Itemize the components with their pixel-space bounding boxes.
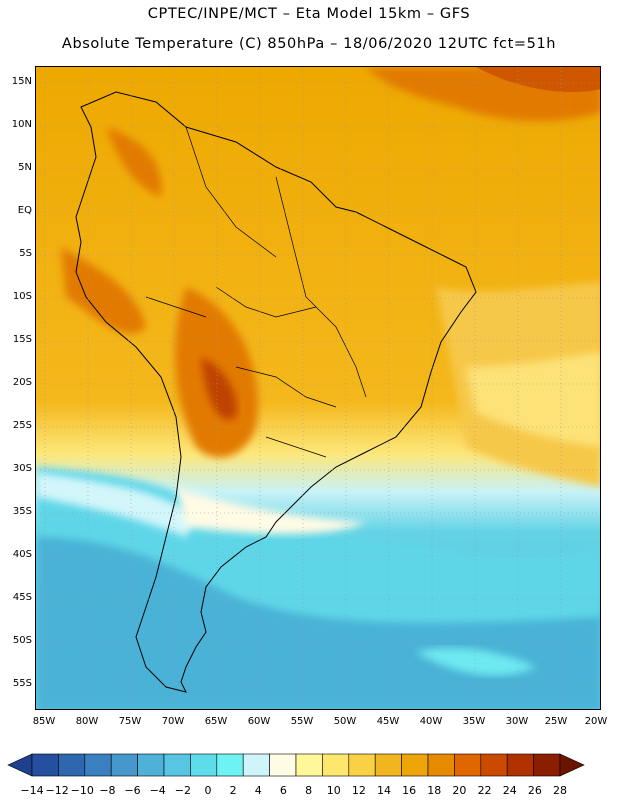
lon-label-35w: 35W bbox=[462, 716, 486, 727]
colorbar-arrow-low bbox=[7, 753, 33, 777]
lat-label-10s: 10S bbox=[12, 291, 32, 302]
colorbar-swatch bbox=[216, 753, 244, 777]
lon-label-85w: 85W bbox=[32, 716, 56, 727]
atlantic-yellow-band bbox=[466, 352, 600, 447]
colorbar-label: 18 bbox=[427, 784, 442, 797]
lat-label-55s: 55S bbox=[12, 678, 32, 689]
lat-label-30s: 30S bbox=[12, 463, 32, 474]
lat-label-5s: 5S bbox=[19, 248, 32, 259]
colorbar-label: 16 bbox=[402, 784, 417, 797]
lat-label-50s: 50S bbox=[12, 635, 32, 646]
lon-label-70w: 70W bbox=[161, 716, 185, 727]
title-line-2: Absolute Temperature (C) 850hPa – 18/06/… bbox=[61, 36, 557, 52]
colorbar-swatch bbox=[427, 753, 455, 777]
transition-band-pacific bbox=[36, 472, 196, 537]
lon-label-50w: 50W bbox=[333, 716, 357, 727]
colorbar-label: 10 bbox=[326, 784, 341, 797]
lat-label-15s: 15S bbox=[12, 334, 32, 345]
colorbar-swatch bbox=[480, 753, 508, 777]
colorbar-label: 4 bbox=[254, 784, 262, 797]
colorbar-label: 12 bbox=[351, 784, 366, 797]
colorbar-swatch bbox=[242, 753, 270, 777]
colorbar-swatch bbox=[506, 753, 534, 777]
lon-label-25w: 25W bbox=[544, 716, 568, 727]
warm-region-colombia bbox=[106, 127, 162, 197]
lon-label-75w: 75W bbox=[118, 716, 142, 727]
colorbar-swatch bbox=[295, 753, 323, 777]
colorbar-label: 6 bbox=[279, 784, 287, 797]
temperature-map bbox=[35, 66, 601, 710]
colorbar-swatch bbox=[348, 753, 376, 777]
lat-label-40s: 40S bbox=[12, 549, 32, 560]
lon-label-40w: 40W bbox=[419, 716, 443, 727]
colorbar-swatch bbox=[84, 753, 112, 777]
lat-label-25s: 25S bbox=[12, 420, 32, 431]
graticule bbox=[36, 67, 600, 709]
title-line-1: CPTEC/INPE/MCT – Eta Model 15km – GFS bbox=[147, 6, 471, 22]
colorbar-label: 14 bbox=[377, 784, 391, 797]
lat-label-10n: 10N bbox=[11, 119, 32, 130]
cold-eddy bbox=[416, 647, 536, 676]
colorbar bbox=[7, 753, 585, 777]
colorbar-swatch bbox=[58, 753, 86, 777]
colorbar-swatch bbox=[190, 753, 218, 777]
colorbar-label: 8 bbox=[305, 784, 313, 797]
lon-label-65w: 65W bbox=[204, 716, 228, 727]
colorbar-label: 0 bbox=[204, 784, 212, 797]
colorbar-swatch bbox=[454, 753, 482, 777]
colorbar-label: 2 bbox=[229, 784, 237, 797]
colorbar-label: −4 bbox=[149, 784, 166, 797]
colorbar-swatch bbox=[137, 753, 165, 777]
warm-region-peru bbox=[61, 247, 146, 334]
lat-label-eq: EQ bbox=[17, 205, 32, 216]
lat-label-45s: 45S bbox=[12, 592, 32, 603]
colorbar-swatch bbox=[110, 753, 138, 777]
lon-label-80w: 80W bbox=[75, 716, 99, 727]
lat-label-15n: 15N bbox=[11, 76, 32, 87]
lat-label-35s: 35S bbox=[12, 506, 32, 517]
colorbar-swatch bbox=[374, 753, 402, 777]
lon-label-55w: 55W bbox=[290, 716, 314, 727]
colorbar-swatch bbox=[269, 753, 297, 777]
colorbar-label: −10 bbox=[70, 784, 94, 797]
colorbar-arrow-high bbox=[559, 753, 585, 777]
colorbar-label: −6 bbox=[124, 784, 141, 797]
hot-core-chaco bbox=[201, 357, 237, 420]
transition-band-argentina bbox=[176, 487, 366, 534]
colorbar-label: −8 bbox=[99, 784, 116, 797]
lon-label-20w: 20W bbox=[584, 716, 608, 727]
continent-outline bbox=[75, 91, 477, 693]
colorbar-label: −14 bbox=[20, 784, 44, 797]
colorbar-swatch bbox=[322, 753, 350, 777]
hot-region-northeast bbox=[476, 67, 600, 93]
lon-label-45w: 45W bbox=[376, 716, 400, 727]
country-borders bbox=[145, 126, 367, 458]
colorbar-label: −12 bbox=[45, 784, 69, 797]
colorbar-swatch bbox=[533, 753, 561, 777]
colorbar-swatch bbox=[31, 753, 59, 777]
lat-label-5n: 5N bbox=[18, 162, 32, 173]
colorbar-label: −2 bbox=[174, 784, 191, 797]
colorbar-swatch bbox=[163, 753, 191, 777]
lon-label-60w: 60W bbox=[247, 716, 271, 727]
colorbar-swatch bbox=[401, 753, 429, 777]
map-canvas bbox=[36, 67, 600, 709]
lat-label-20s: 20S bbox=[12, 377, 32, 388]
colorbar-label: 28 bbox=[553, 784, 567, 797]
colorbar-label: 26 bbox=[527, 784, 542, 797]
lon-label-30w: 30W bbox=[505, 716, 529, 727]
colorbar-label: 22 bbox=[477, 784, 492, 797]
colorbar-label: 24 bbox=[502, 784, 517, 797]
colorbar-label: 20 bbox=[452, 784, 467, 797]
